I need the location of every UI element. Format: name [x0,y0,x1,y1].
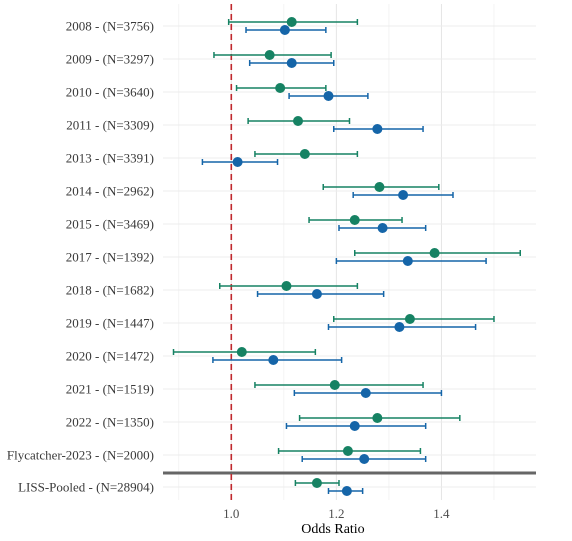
point-estimate [360,388,371,398]
point-estimate [329,380,340,390]
point-estimate [286,17,297,27]
point-estimate [341,486,352,496]
row-labels: 2008 - (N=3756) 2009 - (N=3297) 2010 - (N=… [7,19,154,495]
point-estimate [429,248,440,258]
point-estimate [286,58,297,68]
point-estimate [323,91,334,101]
x-tick-label: 1.2 [328,506,344,521]
row-label: Flycatcher-2023 - (N=2000) [7,448,154,463]
row-label: 2013 - (N=3391) [66,151,154,166]
row-label: LISS-Pooled - (N=28904) [18,480,154,495]
point-estimate [311,478,322,488]
point-estimate [377,223,388,233]
point-estimate [402,256,413,266]
series-group [172,17,521,488]
point-estimate [281,281,292,291]
point-estimate [372,413,383,423]
grid-layer [163,4,536,500]
series-layer [172,17,521,496]
row-label: 2015 - (N=3469) [66,217,154,232]
x-tick-label: 1.0 [223,506,239,521]
x-tick-label: 1.4 [433,506,450,521]
point-estimate [279,25,290,35]
row-label: 2011 - (N=3309) [66,118,154,133]
x-tick-labels: 1.0 1.2 1.4 [223,506,450,521]
row-label: 2009 - (N=3297) [66,52,154,67]
point-estimate [374,182,385,192]
point-estimate [232,157,243,167]
point-estimate [394,322,405,332]
point-estimate [342,446,353,456]
row-label: 2019 - (N=1447) [66,316,154,331]
point-estimate [311,289,322,299]
point-estimate [293,116,304,126]
row-label: 2018 - (N=1682) [66,283,154,298]
point-estimate [299,149,310,159]
row-label: 2017 - (N=1392) [66,250,154,265]
point-estimate [398,190,409,200]
point-estimate [349,215,360,225]
row-label: 2020 - (N=1472) [66,349,154,364]
x-axis-title: Odds Ratio [301,522,364,537]
series-group [201,25,487,496]
point-estimate [264,50,275,60]
row-label: 2021 - (N=1519) [66,382,154,397]
row-label: 2010 - (N=3640) [66,85,154,100]
row-label: 2008 - (N=3756) [66,19,154,34]
point-estimate [349,421,360,431]
row-label: 2014 - (N=2962) [66,184,154,199]
point-estimate [359,454,370,464]
point-estimate [275,83,286,93]
row-label: 2022 - (N=1350) [66,415,154,430]
point-estimate [268,355,279,365]
point-estimate [236,347,247,357]
point-estimate [404,314,415,324]
point-estimate [372,124,383,134]
